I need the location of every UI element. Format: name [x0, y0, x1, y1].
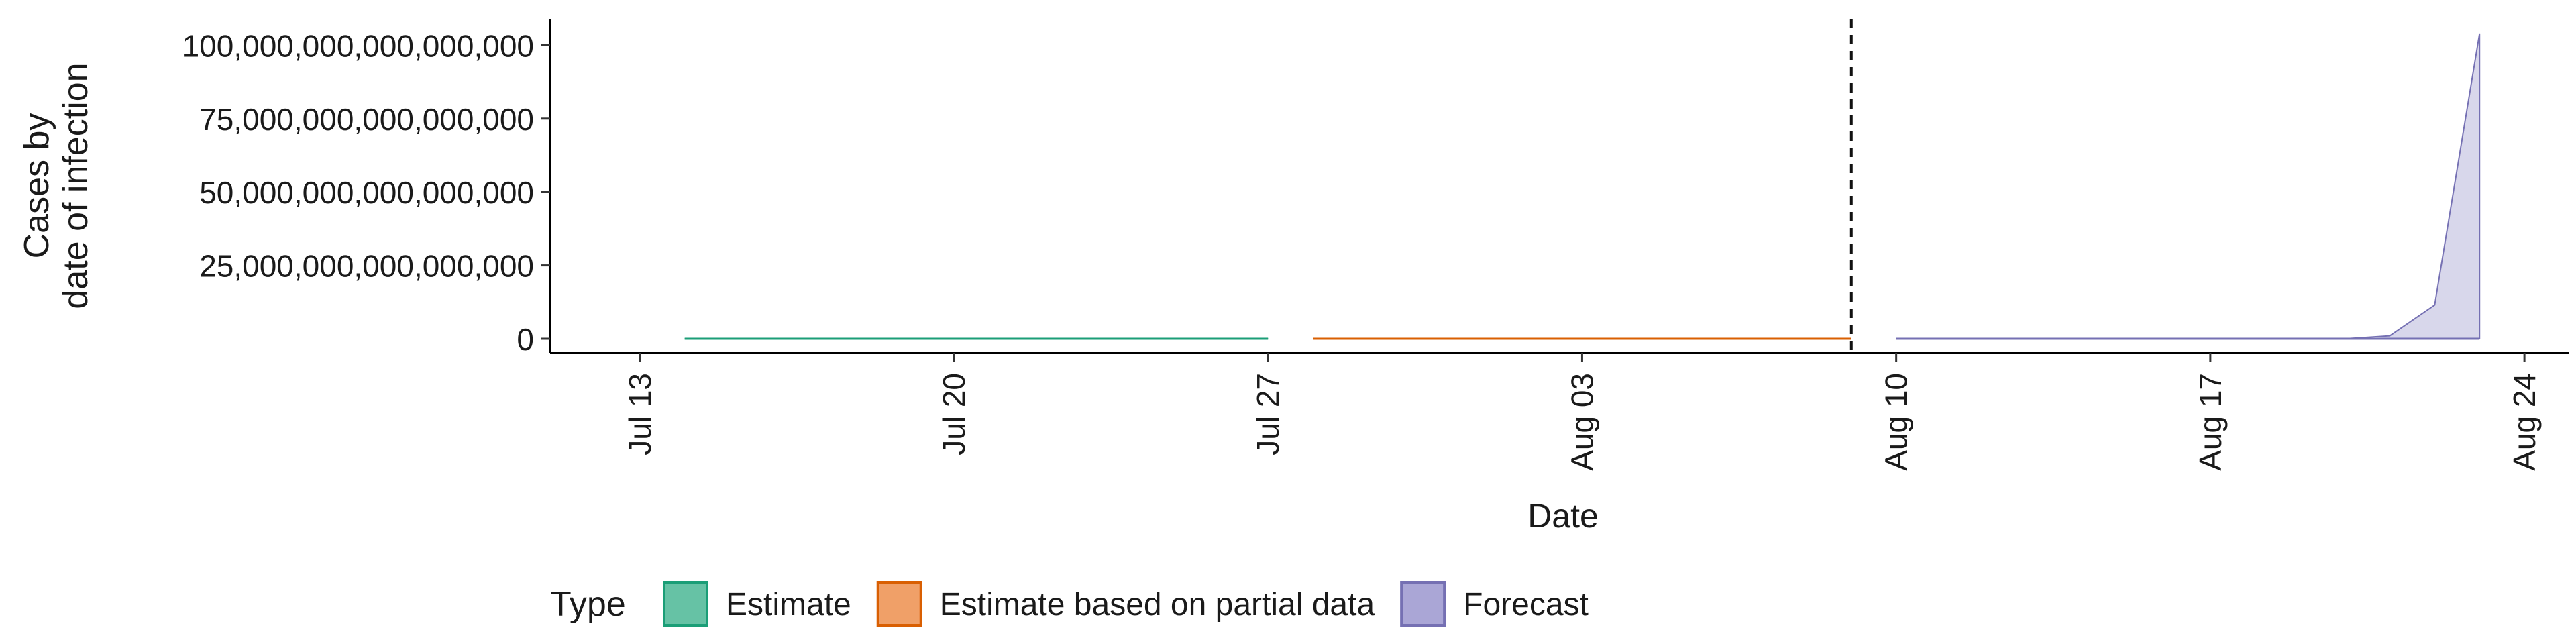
- y-axis-title-line: date of infection: [56, 62, 95, 309]
- legend-label: Estimate: [726, 587, 851, 623]
- x-tick-label: Jul 20: [936, 373, 971, 455]
- legend: Type Estimate Estimate based on partial da…: [550, 581, 1589, 627]
- x-tick-label: Aug 03: [1564, 373, 1599, 471]
- x-tick-label: Aug 24: [2507, 373, 2542, 471]
- legend-label: Forecast: [1463, 587, 1589, 623]
- x-axis: Jul 13 Jul 20 Jul 27 Aug 03 Aug 10 Aug 17 Aug …: [550, 352, 2569, 471]
- y-tick-label: 100,000,000,000,000,000: [182, 28, 534, 63]
- x-tick-label: Aug 10: [1879, 373, 1914, 471]
- legend-title: Type: [550, 585, 626, 624]
- legend-label: Estimate based on partial data: [940, 587, 1375, 623]
- y-tick-label: 50,000,000,000,000,000: [199, 175, 534, 210]
- y-axis-title-line: Cases by: [17, 113, 56, 259]
- y-tick-label: 25,000,000,000,000,000: [199, 249, 534, 284]
- series-band: [1896, 33, 2481, 339]
- y-axis-label: Cases bydate of infection: [17, 62, 95, 309]
- y-axis-title: Cases bydate of infection: [17, 62, 95, 309]
- legend-key: [876, 581, 922, 627]
- x-tick-label: Jul 13: [623, 373, 657, 455]
- plot-area: [684, 19, 2481, 353]
- legend-key: [1400, 581, 1446, 627]
- legend-key: [663, 581, 708, 627]
- x-tick-label: Aug 17: [2193, 373, 2228, 471]
- x-tick-label: Jul 27: [1250, 373, 1285, 455]
- y-axis: 0 25,000,000,000,000,000 50,000,000,000,00…: [182, 19, 551, 357]
- y-tick-label: 75,000,000,000,000,000: [199, 102, 534, 137]
- x-axis-title: Date: [1527, 497, 1599, 535]
- y-tick-label: 0: [517, 322, 534, 357]
